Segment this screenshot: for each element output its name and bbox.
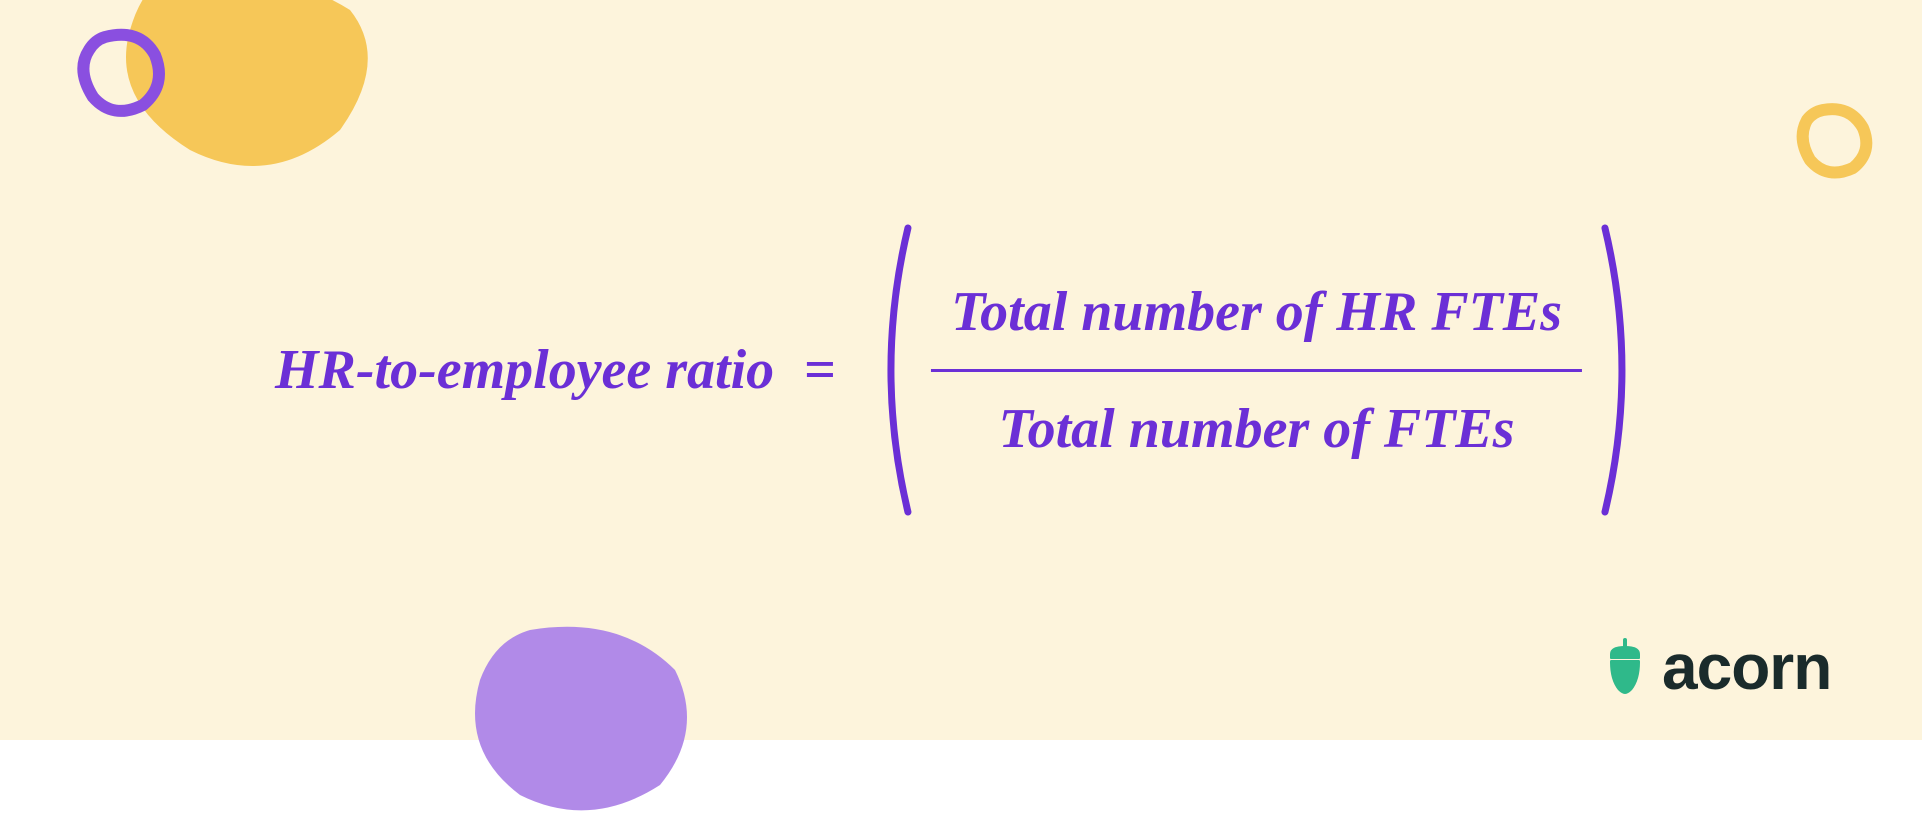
formula-denominator: Total number of FTEs (979, 397, 1535, 461)
blob-path (475, 627, 687, 811)
outline-path (83, 35, 159, 111)
decoration-outline-yellow-top-right (1795, 100, 1875, 180)
formula-numerator: Total number of HR FTEs (931, 280, 1582, 344)
formula-lhs: HR-to-employee ratio (275, 338, 774, 402)
outline-path (1803, 109, 1867, 172)
brand-logo: acorn (1600, 630, 1831, 704)
brand-logo-text: acorn (1662, 630, 1831, 704)
paren-right-icon (1597, 220, 1647, 520)
decoration-outline-purple-top-left (75, 25, 170, 120)
formula: HR-to-employee ratio = Total number of H… (275, 220, 1647, 520)
formula-equals: = (804, 338, 836, 402)
formula-rhs: Total number of HR FTEs Total number of … (866, 220, 1647, 520)
fraction-bar (931, 369, 1582, 372)
decoration-blob-purple-bottom (470, 620, 700, 820)
infographic-canvas: HR-to-employee ratio = Total number of H… (0, 0, 1922, 740)
paren-left-icon (866, 220, 916, 520)
formula-fraction: Total number of HR FTEs Total number of … (931, 280, 1582, 461)
acorn-icon (1600, 638, 1650, 696)
